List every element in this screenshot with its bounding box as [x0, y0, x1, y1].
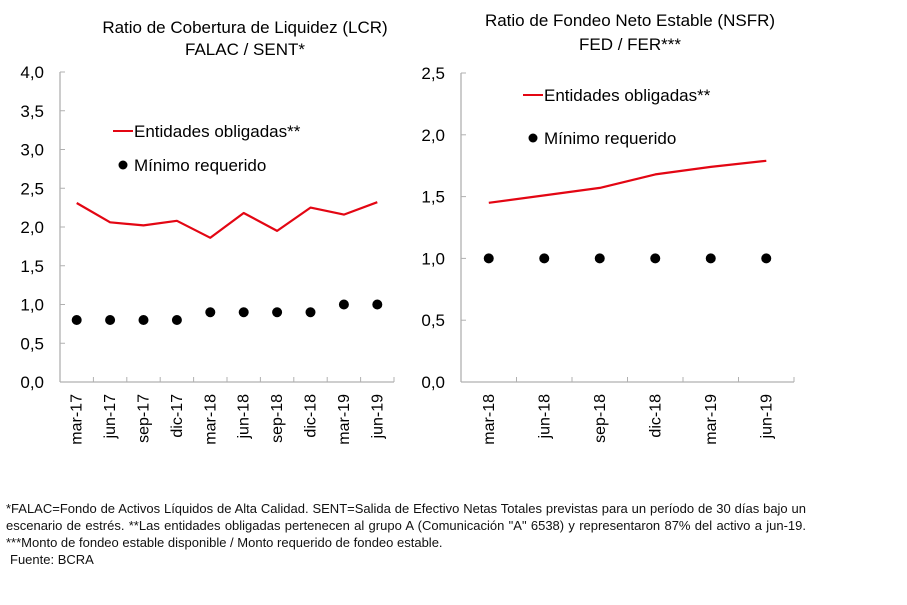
chart1-title: Ratio de Cobertura de Liquidez (LCR): [102, 18, 387, 37]
chart1-x-tick-label: jun-18: [236, 394, 253, 440]
chart1-y-tick-label: 0,0: [20, 373, 44, 392]
chart2-minimum-point: [761, 253, 772, 264]
chart1-minimum-point: [138, 315, 149, 325]
chart2-x-tick-label: mar-19: [703, 394, 720, 445]
chart1-x-tick-label: mar-18: [202, 394, 219, 445]
chart1-x-tick-label: jun-19: [369, 394, 386, 440]
chart1-minimum-point: [272, 307, 283, 318]
chart2-minimum-point: [650, 253, 661, 264]
chart1-x-tick-label: sep-17: [136, 394, 153, 443]
chart1-x-tick-label: mar-17: [69, 394, 86, 445]
chart2-minimum-point: [705, 253, 716, 264]
chart1-minimum-point: [305, 307, 316, 318]
chart1-legend-label-minimo: Mínimo requerido: [134, 156, 266, 175]
chart1-y-tick-label: 3,5: [20, 102, 44, 121]
chart1-y-tick-label: 2,0: [20, 218, 44, 237]
chart1-series-line-entidades: [76, 201, 378, 239]
source-note: Fuente: BCRA: [10, 552, 94, 567]
chart1-y-tick-label: 1,0: [20, 296, 44, 315]
chart1-minimum-point: [171, 315, 182, 325]
chart2-x-tick-label: mar-18: [481, 394, 498, 445]
chart1-minimum-point: [71, 315, 82, 325]
chart1-x-tick-label: mar-19: [336, 394, 353, 445]
chart2-y-tick-label: 2,5: [421, 64, 445, 83]
charts-canvas: Ratio de Cobertura de Liquidez (LCR) FALA…: [20, 11, 795, 445]
chart1-subtitle: FALAC / SENT*: [185, 40, 305, 59]
chart2-x-tick-label: jun-18: [536, 394, 553, 440]
chart1-x-tick-label: dic-17: [169, 394, 186, 438]
chart2-x-tick-label: jun-19: [758, 394, 775, 440]
chart1-y-tick-label: 1,5: [20, 257, 44, 276]
chart1-y-tick-label: 2,5: [20, 179, 44, 198]
chart2-legend-label-entidades: Entidades obligadas**: [544, 86, 711, 105]
chart1-minimum-point: [338, 299, 349, 310]
chart1-minimum-point: [105, 315, 116, 325]
footnote-text: *FALAC=Fondo de Activos Líquidos de Alta…: [6, 501, 806, 550]
chart2-series-line-entidades: [488, 159, 767, 204]
chart1-x-tick-label: dic-18: [303, 394, 320, 438]
chart1-y-tick-label: 3,0: [20, 141, 44, 160]
chart2-x-tick-label: sep-18: [592, 394, 609, 443]
chart1-x-tick-label: jun-17: [102, 394, 119, 440]
chart2-y-tick-label: 2,0: [421, 126, 445, 145]
chart2-x-tick-label: dic-18: [647, 394, 664, 438]
chart2-subtitle: FED / FER***: [579, 35, 681, 54]
chart2-y-tick-label: 0,5: [421, 311, 445, 330]
chart1-minimum-point: [238, 307, 249, 318]
chart1-y-tick-label: 0,5: [20, 334, 44, 353]
chart2-y-tick-label: 0,0: [421, 373, 445, 392]
chart2-legend-dot-icon: [528, 133, 538, 143]
chart2-y-tick-label: 1,0: [421, 249, 445, 268]
chart2-minimum-point: [483, 253, 494, 264]
chart1-y-tick-label: 4,0: [20, 63, 44, 82]
chart2-minimum-point: [594, 253, 605, 264]
chart1-legend-label-entidades: Entidades obligadas**: [134, 122, 301, 141]
chart1-minimum-point: [205, 307, 216, 318]
chart2-legend-label-minimo: Mínimo requerido: [544, 129, 676, 148]
chart2-title: Ratio de Fondeo Neto Estable (NSFR): [485, 11, 775, 30]
chart2-minimum-point: [539, 253, 550, 264]
chart1-minimum-point: [372, 299, 383, 310]
chart2-y-tick-label: 1,5: [421, 188, 445, 207]
chart1-x-tick-label: sep-18: [269, 394, 286, 443]
chart1-legend-dot-icon: [118, 160, 128, 170]
footnote: *FALAC=Fondo de Activos Líquidos de Alta…: [6, 500, 806, 568]
